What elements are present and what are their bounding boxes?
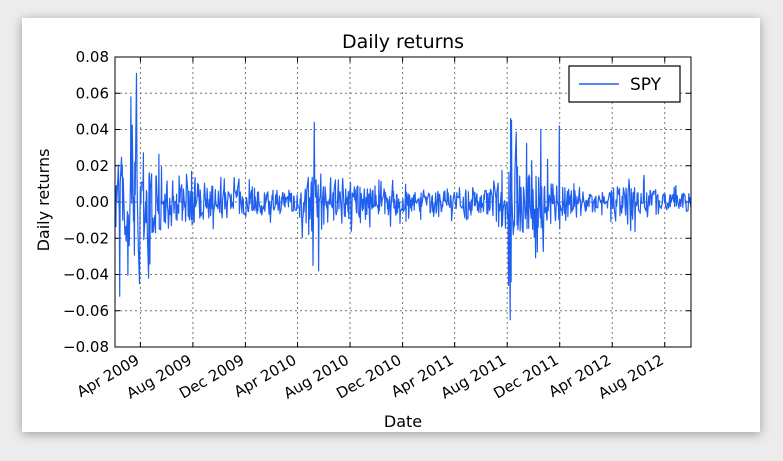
legend: SPY xyxy=(568,65,681,103)
series-line-spy xyxy=(114,72,692,321)
y-tick-label: 0.04 xyxy=(76,121,109,139)
y-tick-label: −0.04 xyxy=(63,266,109,284)
x-axis-label: Date xyxy=(384,412,422,431)
legend-label-spy: SPY xyxy=(630,75,662,95)
y-tick-label: 0.02 xyxy=(76,157,109,175)
y-tick-label: 0.06 xyxy=(76,84,109,102)
y-tick-label: −0.02 xyxy=(63,229,109,247)
y-tick-label: −0.06 xyxy=(63,302,109,320)
chart-card: Daily returns Daily returns Date 0.08 0.0… xyxy=(22,18,760,432)
chart-title: Daily returns xyxy=(342,31,464,53)
y-tick-label: 0.00 xyxy=(76,193,109,211)
plot-frame xyxy=(114,56,692,348)
y-tick-label: −0.08 xyxy=(63,338,109,356)
y-tick-label: 0.08 xyxy=(76,48,109,66)
y-axis-label: Daily returns xyxy=(34,149,53,252)
